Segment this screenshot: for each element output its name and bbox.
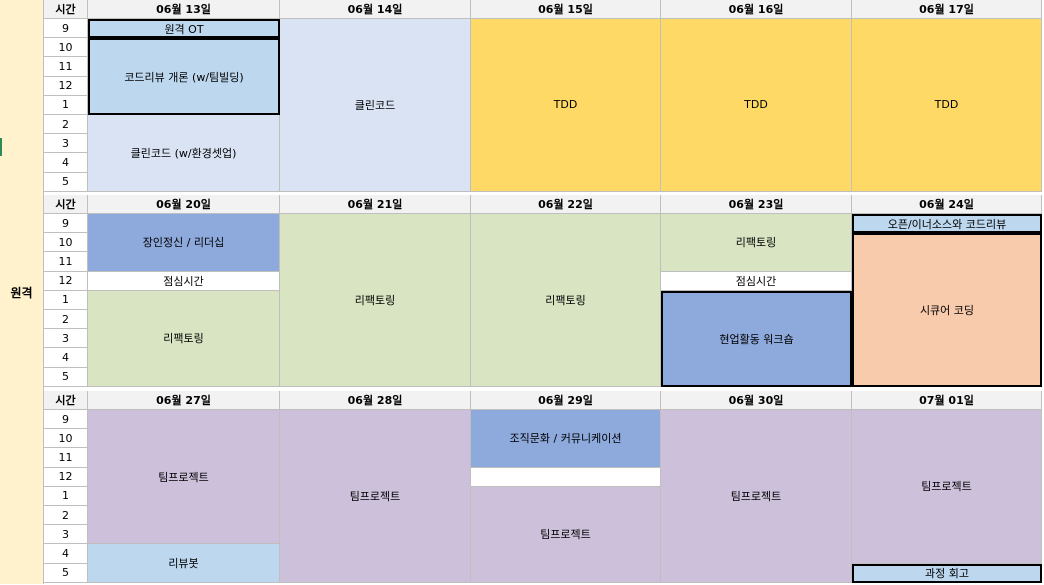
hour-label[interactable]: 4	[44, 153, 88, 173]
schedule-event[interactable]: 리팩토링	[471, 214, 661, 387]
hour-label[interactable]: 11	[44, 252, 88, 272]
schedule-event[interactable]: 장인정신 / 리더십	[88, 214, 280, 272]
schedule-event[interactable]: TDD	[661, 19, 852, 192]
hour-label[interactable]: 11	[44, 448, 88, 468]
day-header[interactable]: 06월 14일	[280, 0, 471, 19]
hour-label[interactable]: 2	[44, 506, 88, 526]
hour-label[interactable]: 4	[44, 348, 88, 368]
schedule-event[interactable]: 리뷰봇	[88, 544, 280, 583]
hour-label[interactable]: 5	[44, 367, 88, 387]
day-header[interactable]: 06월 21일	[280, 195, 471, 214]
day-header[interactable]: 06월 30일	[661, 391, 852, 410]
day-header[interactable]: 06월 28일	[280, 391, 471, 410]
schedule-event[interactable]: 점심시간	[88, 271, 280, 291]
hour-label[interactable]: 10	[44, 429, 88, 449]
hour-label[interactable]: 2	[44, 310, 88, 330]
schedule-event[interactable]: 팀프로젝트	[661, 410, 852, 583]
day-header[interactable]: 06월 17일	[852, 0, 1042, 19]
day-header[interactable]: 06월 27일	[88, 391, 280, 410]
day-header[interactable]: 06월 23일	[661, 195, 852, 214]
hour-label[interactable]: 9	[44, 19, 88, 39]
schedule-event[interactable]: 오픈/이너소스와 코드리뷰	[852, 214, 1042, 234]
schedule-event[interactable]: 점심시간	[661, 271, 852, 291]
schedule-event[interactable]: 리팩토링	[280, 214, 471, 387]
schedule-event[interactable]: 팀프로젝트	[280, 410, 471, 583]
hour-label[interactable]: 1	[44, 486, 88, 506]
day-header[interactable]: 07월 01일	[852, 391, 1042, 410]
hour-label[interactable]: 3	[44, 329, 88, 349]
hour-label[interactable]: 12	[44, 76, 88, 96]
time-column-header[interactable]: 시간	[44, 0, 88, 19]
hour-label[interactable]: 12	[44, 271, 88, 291]
hour-label[interactable]: 3	[44, 134, 88, 154]
schedule-event[interactable]: 원격 OT	[88, 19, 280, 39]
schedule-event[interactable]: 팀프로젝트	[471, 486, 661, 583]
schedule-event[interactable]: 리팩토링	[661, 214, 852, 272]
hour-label[interactable]: 11	[44, 57, 88, 77]
hour-label[interactable]: 5	[44, 563, 88, 583]
schedule-event[interactable]: 리팩토링	[88, 290, 280, 387]
time-column-header[interactable]: 시간	[44, 391, 88, 410]
time-column-header[interactable]: 시간	[44, 195, 88, 214]
hour-label[interactable]: 9	[44, 410, 88, 430]
hour-label[interactable]: 3	[44, 525, 88, 545]
hour-label[interactable]: 1	[44, 290, 88, 310]
day-header[interactable]: 06월 15일	[471, 0, 661, 19]
day-header[interactable]: 06월 24일	[852, 195, 1042, 214]
hour-label[interactable]: 2	[44, 115, 88, 135]
schedule-event[interactable]: 팀프로젝트	[88, 410, 280, 545]
schedule-event[interactable]: 클린코드 (w/환경셋업)	[88, 115, 280, 192]
hour-label[interactable]: 9	[44, 214, 88, 234]
hour-label[interactable]: 4	[44, 544, 88, 564]
hour-label[interactable]: 10	[44, 38, 88, 58]
schedule-event[interactable]: 조직문화 / 커뮤니케이션	[471, 410, 661, 468]
day-header[interactable]: 06월 29일	[471, 391, 661, 410]
schedule-event[interactable]: 과정 회고	[852, 563, 1042, 583]
schedule-event[interactable]: 현업활동 워크숍	[661, 290, 852, 387]
day-header[interactable]: 06월 20일	[88, 195, 280, 214]
schedule-event[interactable]: 코드리뷰 개론 (w/팀빌딩)	[88, 38, 280, 115]
schedule-event[interactable]: TDD	[852, 19, 1042, 192]
schedule-event[interactable]: TDD	[471, 19, 661, 192]
hour-label[interactable]: 1	[44, 95, 88, 115]
schedule-event[interactable]: 시큐어 코딩	[852, 233, 1042, 387]
day-header[interactable]: 06월 22일	[471, 195, 661, 214]
remote-label: 원격	[0, 0, 44, 584]
hour-label[interactable]: 5	[44, 172, 88, 192]
hour-label[interactable]: 12	[44, 467, 88, 487]
schedule-event[interactable]	[471, 467, 661, 487]
selection-edge-indicator	[0, 138, 2, 156]
day-header[interactable]: 06월 13일	[88, 0, 280, 19]
schedule-event[interactable]: 클린코드	[280, 19, 471, 192]
day-header[interactable]: 06월 16일	[661, 0, 852, 19]
schedule-event[interactable]: 팀프로젝트	[852, 410, 1042, 564]
hour-label[interactable]: 10	[44, 233, 88, 253]
